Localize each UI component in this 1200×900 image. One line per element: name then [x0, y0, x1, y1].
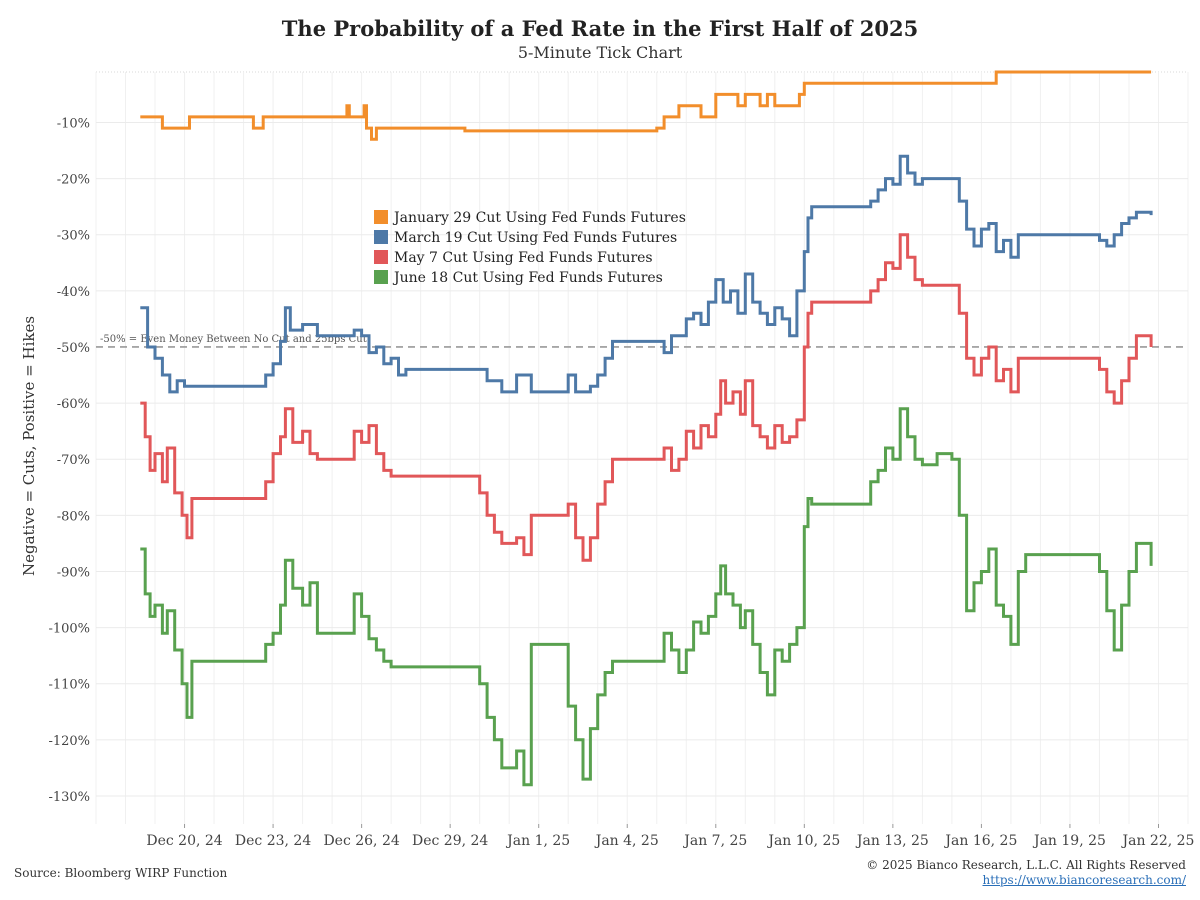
y-tick-label: -130% [48, 790, 90, 805]
legend-swatch [374, 210, 388, 224]
chart-title: The Probability of a Fed Rate in the Fir… [281, 16, 919, 41]
legend-swatch [374, 230, 388, 244]
legend-label: May 7 Cut Using Fed Funds Futures [394, 250, 653, 266]
series-line [140, 407, 1153, 787]
x-tick-label: Jan 4, 25 [594, 833, 659, 849]
y-tick-label: -90% [57, 565, 90, 580]
y-axis-title: Negative = Cuts, Positive = Hikes [20, 316, 38, 576]
y-tick-label: -100% [48, 622, 90, 637]
y-tick-label: -70% [57, 453, 90, 468]
y-tick-label: -40% [57, 285, 90, 300]
y-tick-label: -120% [48, 734, 90, 749]
y-tick-label: -20% [57, 173, 90, 188]
x-tick-label: Dec 20, 24 [146, 833, 222, 849]
x-tick-label: Jan 13, 25 [855, 833, 929, 849]
x-tick-label: Jan 22, 25 [1121, 833, 1195, 849]
source-note: Source: Bloomberg WIRP Function [14, 866, 228, 880]
legend-swatch [374, 270, 388, 284]
x-tick-label: Jan 7, 25 [682, 833, 747, 849]
x-tick-label: Dec 23, 24 [235, 833, 311, 849]
y-tick-label: -10% [57, 117, 90, 132]
grid-layer [95, 71, 1189, 824]
series-layer [140, 70, 1153, 787]
x-tick-label: Jan 10, 25 [766, 833, 840, 849]
legend-label: March 19 Cut Using Fed Funds Futures [394, 230, 677, 246]
legend-label: June 18 Cut Using Fed Funds Futures [392, 270, 663, 286]
y-tick-label: -60% [57, 397, 90, 412]
x-tick-label: Jan 1, 25 [505, 833, 570, 849]
y-tick-label: -50% [57, 341, 90, 356]
legend-label: January 29 Cut Using Fed Funds Futures [392, 210, 686, 226]
series-line [140, 154, 1153, 394]
legend: January 29 Cut Using Fed Funds Futures Ma… [374, 210, 686, 286]
x-tick-label: Jan 19, 25 [1032, 833, 1106, 849]
reference-line-layer: -50% = Even Money Between No Cut and 25b… [96, 334, 1188, 348]
reference-line-label: -50% = Even Money Between No Cut and 25b… [100, 334, 367, 345]
series-line [140, 70, 1152, 141]
y-tick-label: -30% [57, 229, 90, 244]
x-tick-label: Jan 16, 25 [943, 833, 1017, 849]
y-tick-label: -80% [57, 509, 90, 524]
chart-subtitle: 5-Minute Tick Chart [517, 43, 683, 62]
x-tick-label: Dec 29, 24 [412, 833, 488, 849]
website-link[interactable]: https://www.biancoresearch.com/ [982, 873, 1186, 887]
legend-swatch [374, 250, 388, 264]
x-tick-label: Dec 26, 24 [323, 833, 399, 849]
y-tick-label: -110% [48, 678, 90, 693]
copyright-note: © 2025 Bianco Research, L.L.C. All Right… [866, 858, 1186, 872]
axis-layer: -10% -20% -30% -40% -50% -60% -70% -80% -90% -100… [20, 117, 1194, 849]
series-line [140, 233, 1153, 562]
